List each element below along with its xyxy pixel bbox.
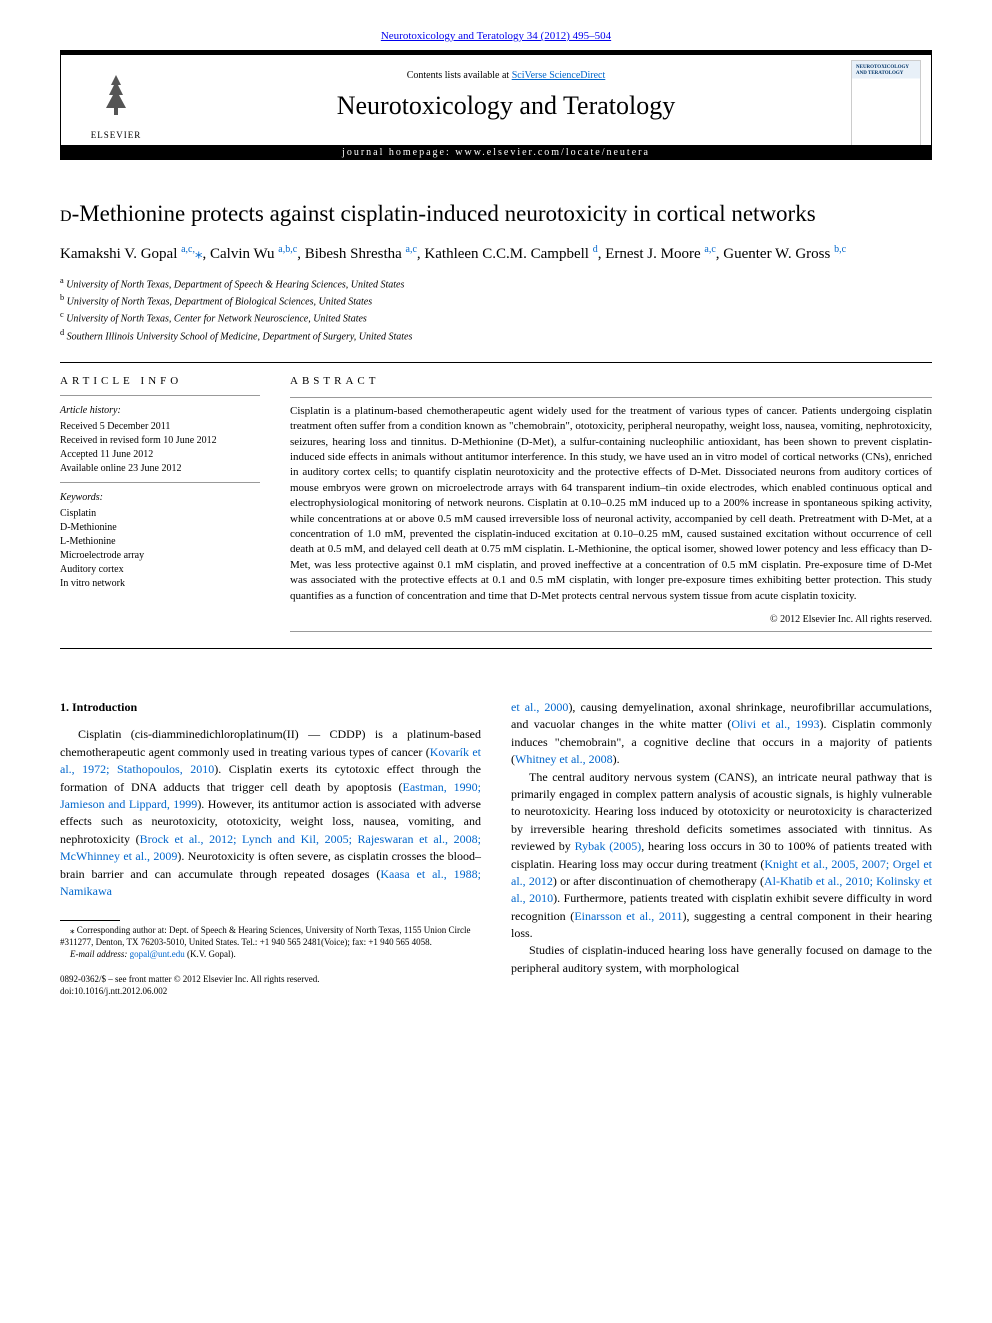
elsevier-label: ELSEVIER	[91, 130, 142, 140]
keyword-item: D-Methionine	[60, 521, 260, 535]
journal-title: Neurotoxicology and Teratology	[161, 91, 851, 121]
contents-line: Contents lists available at SciVerse Sci…	[161, 70, 851, 81]
history-item: Received 5 December 2011	[60, 420, 260, 434]
history-item: Accepted 11 June 2012	[60, 448, 260, 462]
history-label: Article history:	[60, 404, 260, 418]
affiliations: a University of North Texas, Department …	[60, 275, 932, 344]
intro-paragraph-3: Studies of cisplatin-induced hearing los…	[511, 942, 932, 977]
keyword-item: Cisplatin	[60, 507, 260, 521]
affiliation-line: b University of North Texas, Department …	[60, 292, 932, 309]
journal-banner: ELSEVIER Contents lists available at Sci…	[60, 50, 932, 160]
article-info-heading: article info	[60, 375, 260, 387]
history-item: Available online 23 June 2012	[60, 462, 260, 476]
copyright-doi: 0892-0362/$ – see front matter © 2012 El…	[60, 974, 481, 997]
journal-citation[interactable]: Neurotoxicology and Teratology 34 (2012)…	[60, 30, 932, 42]
scidirect-link[interactable]: SciVerse ScienceDirect	[512, 70, 606, 81]
keyword-item: Auditory cortex	[60, 563, 260, 577]
keyword-item: In vitro network	[60, 577, 260, 591]
abstract-copyright: © 2012 Elsevier Inc. All rights reserved…	[290, 614, 932, 625]
intro-paragraph-2: The central auditory nervous system (CAN…	[511, 769, 932, 943]
intro-paragraph-1: Cisplatin (cis-diamminedichloroplatinum(…	[60, 726, 481, 900]
article-title: d-Methionine protects against cisplatin-…	[60, 200, 932, 228]
corresponding-author-note: ⁎ Corresponding author at: Dept. of Spee…	[60, 925, 481, 948]
abstract-text: Cisplatin is a platinum-based chemothera…	[290, 404, 932, 604]
journal-cover-thumb: NEUROTOXICOLOGY AND TERATOLOGY	[851, 60, 921, 150]
keyword-item: Microelectrode array	[60, 549, 260, 563]
email-link[interactable]: gopal@unt.edu	[130, 949, 185, 959]
intro-paragraph-1-cont: et al., 2000), causing demyelination, ax…	[511, 699, 932, 769]
history-item: Received in revised form 10 June 2012	[60, 434, 260, 448]
body-column-left: 1. Introduction Cisplatin (cis-diammined…	[60, 699, 481, 998]
abstract-heading: abstract	[290, 375, 932, 387]
tree-icon	[91, 70, 141, 130]
elsevier-logo: ELSEVIER	[71, 60, 161, 150]
article-info-column: article info Article history: Received 5…	[60, 375, 260, 638]
affiliation-line: d Southern Illinois University School of…	[60, 327, 932, 344]
body-column-right: et al., 2000), causing demyelination, ax…	[511, 699, 932, 998]
affiliation-line: c University of North Texas, Center for …	[60, 309, 932, 326]
keyword-item: L-Methionine	[60, 535, 260, 549]
abstract-column: abstract Cisplatin is a platinum-based c…	[290, 375, 932, 638]
email-line: E-mail address: gopal@unt.edu (K.V. Gopa…	[60, 949, 481, 961]
footnotes: ⁎ Corresponding author at: Dept. of Spee…	[60, 925, 481, 960]
intro-heading: 1. Introduction	[60, 699, 481, 716]
journal-homepage: journal homepage: www.elsevier.com/locat…	[61, 145, 931, 159]
keywords-label: Keywords:	[60, 491, 260, 505]
affiliation-line: a University of North Texas, Department …	[60, 275, 932, 292]
author-list: Kamakshi V. Gopal a,c,⁎, Calvin Wu a,b,c…	[60, 244, 932, 263]
